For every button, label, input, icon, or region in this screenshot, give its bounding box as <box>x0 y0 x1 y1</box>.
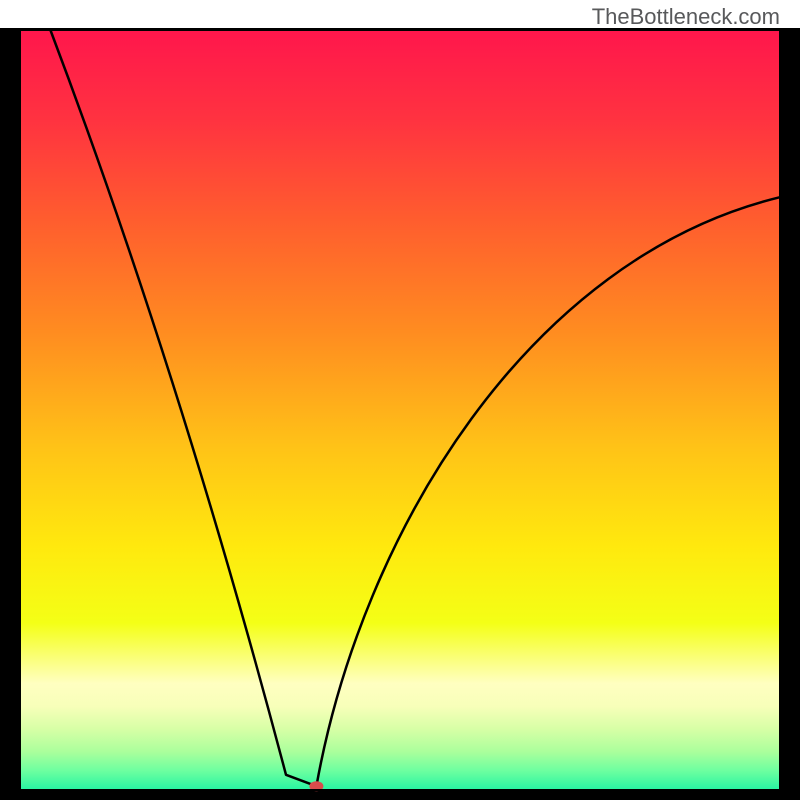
bottleneck-chart <box>0 0 800 800</box>
watermark-text: TheBottleneck.com <box>592 4 780 30</box>
chart-container: TheBottleneck.com <box>0 0 800 800</box>
chart-background <box>20 30 780 790</box>
